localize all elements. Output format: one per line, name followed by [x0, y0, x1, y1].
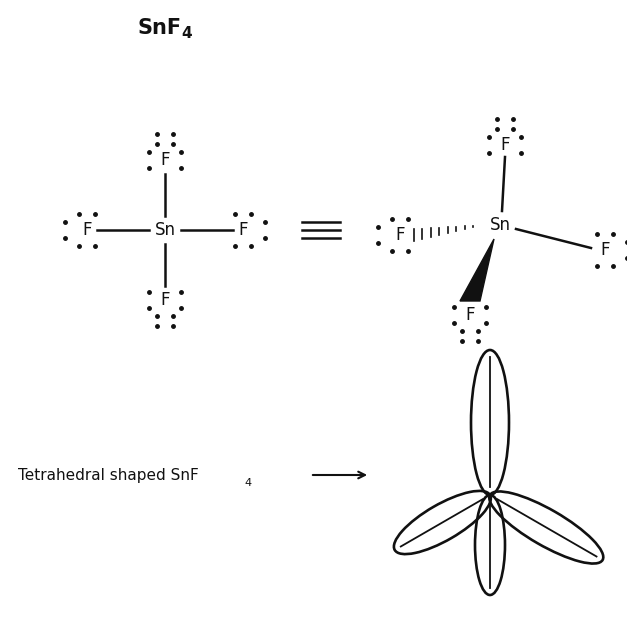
Text: F: F	[465, 306, 475, 324]
Text: F: F	[238, 221, 248, 239]
Text: Sn: Sn	[490, 216, 510, 234]
Text: F: F	[500, 136, 510, 154]
Text: F: F	[395, 226, 405, 244]
Polygon shape	[460, 239, 494, 301]
Text: Tetrahedral shaped SnF: Tetrahedral shaped SnF	[18, 468, 199, 482]
Text: Sn: Sn	[154, 221, 176, 239]
Text: SnF: SnF	[138, 18, 182, 38]
Text: 4: 4	[244, 478, 251, 488]
Text: F: F	[82, 221, 92, 239]
Text: F: F	[600, 241, 609, 259]
Text: 4: 4	[182, 26, 192, 40]
Text: F: F	[161, 291, 170, 309]
Text: F: F	[161, 151, 170, 169]
